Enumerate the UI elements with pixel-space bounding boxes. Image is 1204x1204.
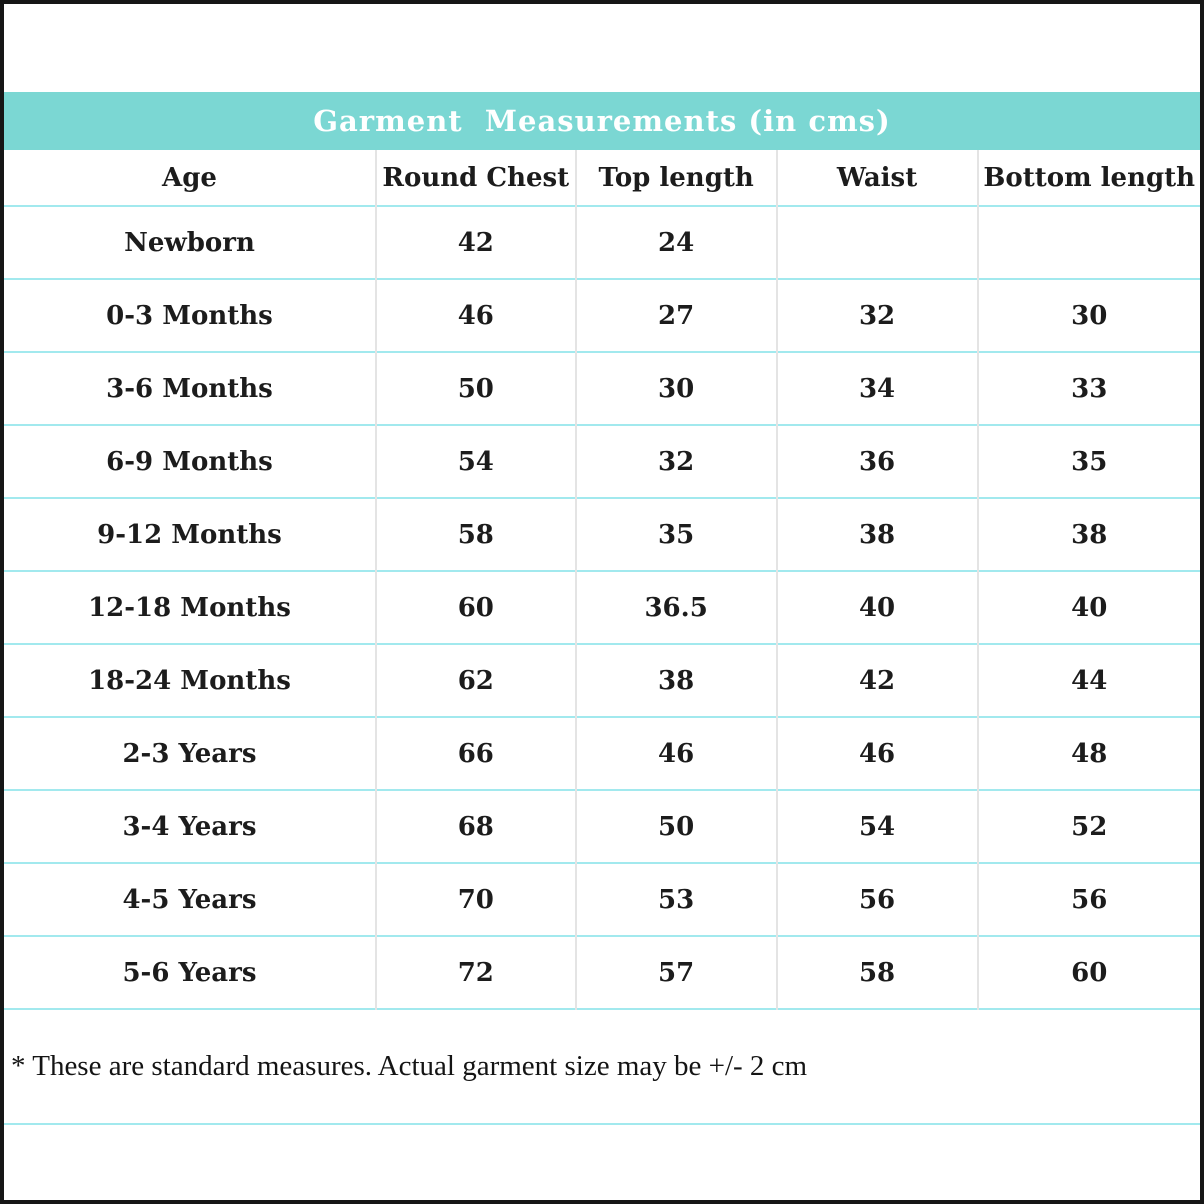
cell-age: 5-6 Years bbox=[122, 957, 257, 988]
cell-waist bbox=[775, 206, 978, 279]
cell-waist: 58 bbox=[775, 936, 978, 1009]
cell-age: 3-4 Years bbox=[122, 811, 257, 842]
title-band: Garment Measurements (in cms) bbox=[4, 92, 1200, 150]
table-row: 3-6 Months 50 30 34 33 bbox=[4, 352, 1200, 425]
cell-round-chest: 66 bbox=[374, 717, 576, 790]
footnote-band: * These are standard measures. Actual ga… bbox=[4, 1010, 1200, 1125]
cell-bottom-length: 38 bbox=[976, 498, 1200, 571]
table-row: 4-5 Years 70 53 56 56 bbox=[4, 863, 1200, 936]
cell-top-length: 36.5 bbox=[574, 571, 777, 644]
cell-waist: 54 bbox=[775, 790, 978, 863]
cell-bottom-length bbox=[976, 206, 1200, 279]
table-row: 18-24 Months 62 38 42 44 bbox=[4, 644, 1200, 717]
cell-bottom-length: 44 bbox=[976, 644, 1200, 717]
cell-age: 2-3 Years bbox=[122, 738, 257, 769]
cell-round-chest: 70 bbox=[374, 863, 576, 936]
cell-bottom-length: 48 bbox=[976, 717, 1200, 790]
table-row: 6-9 Months 54 32 36 35 bbox=[4, 425, 1200, 498]
cell-waist: 34 bbox=[775, 352, 978, 425]
table-row: 2-3 Years 66 46 46 48 bbox=[4, 717, 1200, 790]
garment-measurements-table: Age Round Chest Top length Waist Bottom … bbox=[4, 150, 1200, 1010]
table-row: 9-12 Months 58 35 38 38 bbox=[4, 498, 1200, 571]
cell-top-length: 27 bbox=[574, 279, 777, 352]
bottom-whitespace bbox=[4, 1125, 1200, 1200]
cell-age: 4-5 Years bbox=[122, 884, 257, 915]
table-row: 5-6 Years 72 57 58 60 bbox=[4, 936, 1200, 1009]
cell-bottom-length: 52 bbox=[976, 790, 1200, 863]
cell-bottom-length: 40 bbox=[976, 571, 1200, 644]
cell-round-chest: 72 bbox=[374, 936, 576, 1009]
cell-top-length: 30 bbox=[574, 352, 777, 425]
column-header-waist: Waist bbox=[775, 150, 978, 206]
cell-round-chest: 68 bbox=[374, 790, 576, 863]
cell-round-chest: 42 bbox=[374, 206, 576, 279]
column-header-round-chest: Round Chest bbox=[374, 150, 576, 206]
cell-age: 6-9 Months bbox=[106, 446, 273, 477]
table-row: 12-18 Months 60 36.5 40 40 bbox=[4, 571, 1200, 644]
cell-top-length: 50 bbox=[574, 790, 777, 863]
cell-round-chest: 60 bbox=[374, 571, 576, 644]
cell-waist: 36 bbox=[775, 425, 978, 498]
cell-age: 18-24 Months bbox=[88, 665, 291, 696]
cell-top-length: 46 bbox=[574, 717, 777, 790]
cell-round-chest: 50 bbox=[374, 352, 576, 425]
cell-top-length: 24 bbox=[574, 206, 777, 279]
cell-top-length: 32 bbox=[574, 425, 777, 498]
cell-round-chest: 58 bbox=[374, 498, 576, 571]
cell-bottom-length: 33 bbox=[976, 352, 1200, 425]
cell-waist: 42 bbox=[775, 644, 978, 717]
cell-waist: 32 bbox=[775, 279, 978, 352]
top-whitespace bbox=[4, 4, 1200, 92]
cell-waist: 40 bbox=[775, 571, 978, 644]
column-header-bottom-length: Bottom length bbox=[976, 150, 1200, 206]
cell-age: 0-3 Months bbox=[106, 300, 273, 331]
table-row: Newborn 42 24 bbox=[4, 206, 1200, 279]
cell-age: Newborn bbox=[124, 227, 255, 258]
chart-title: Garment Measurements (in cms) bbox=[313, 104, 891, 138]
cell-round-chest: 46 bbox=[374, 279, 576, 352]
cell-age: 9-12 Months bbox=[97, 519, 282, 550]
cell-top-length: 38 bbox=[574, 644, 777, 717]
table-row: 0-3 Months 46 27 32 30 bbox=[4, 279, 1200, 352]
cell-bottom-length: 56 bbox=[976, 863, 1200, 936]
cell-top-length: 35 bbox=[574, 498, 777, 571]
cell-age: 3-6 Months bbox=[106, 373, 273, 404]
cell-round-chest: 54 bbox=[374, 425, 576, 498]
cell-bottom-length: 60 bbox=[976, 936, 1200, 1009]
cell-top-length: 57 bbox=[574, 936, 777, 1009]
footnote-text: * These are standard measures. Actual ga… bbox=[11, 1050, 808, 1082]
cell-waist: 38 bbox=[775, 498, 978, 571]
cell-top-length: 53 bbox=[574, 863, 777, 936]
cell-bottom-length: 35 bbox=[976, 425, 1200, 498]
column-header-age: Age bbox=[162, 162, 217, 193]
cell-waist: 46 bbox=[775, 717, 978, 790]
header-row: Age Round Chest Top length Waist Bottom … bbox=[4, 150, 1200, 206]
table-row: 3-4 Years 68 50 54 52 bbox=[4, 790, 1200, 863]
cell-round-chest: 62 bbox=[374, 644, 576, 717]
cell-age: 12-18 Months bbox=[88, 592, 291, 623]
column-header-top-length: Top length bbox=[574, 150, 777, 206]
cell-waist: 56 bbox=[775, 863, 978, 936]
cell-bottom-length: 30 bbox=[976, 279, 1200, 352]
